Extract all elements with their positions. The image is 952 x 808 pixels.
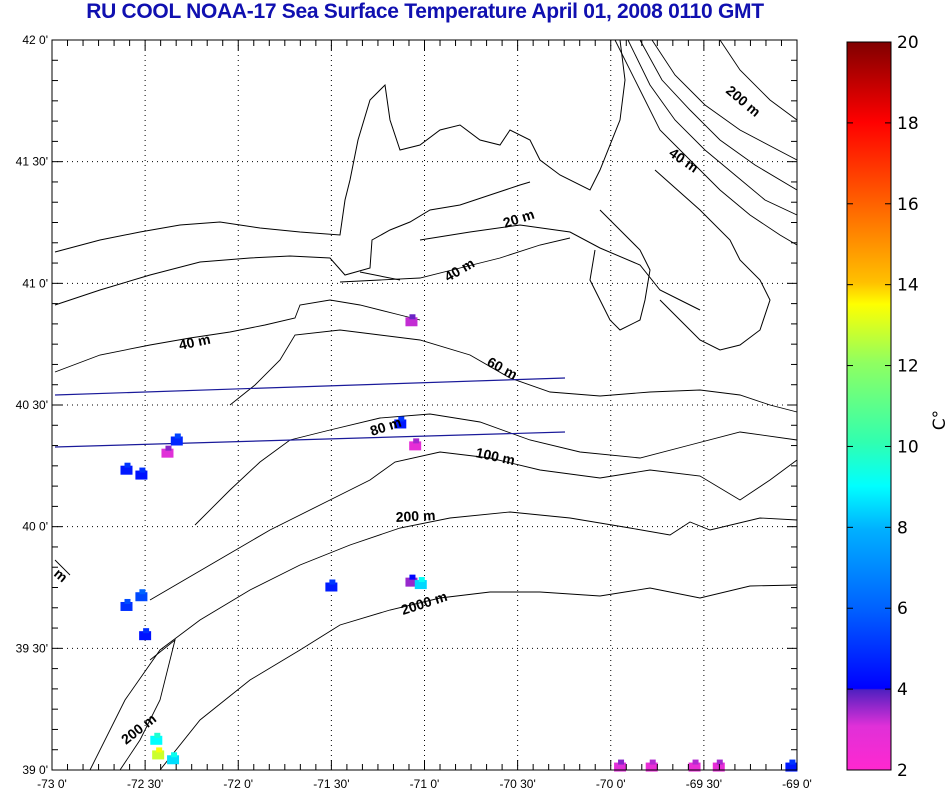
colorbar-tick-label: 20	[897, 33, 919, 53]
colorbar-tick-label: 16	[897, 195, 919, 215]
colorbar-tick-label: 14	[897, 276, 919, 296]
contour-40m-mid	[339, 237, 571, 283]
sst-pixel-cluster	[171, 752, 178, 758]
contour-label: 2000 m	[399, 588, 449, 618]
lon-tick-label: -72 0'	[223, 777, 253, 791]
map-title: RU COOL NOAA-17 Sea Surface Temperature …	[86, 0, 764, 23]
contour-200m	[89, 511, 798, 771]
lon-tick-label: -72 30'	[127, 777, 163, 791]
sst-pixel-cluster	[150, 735, 163, 745]
colorbar-unit-label: C°	[930, 410, 950, 430]
contour-80m	[194, 413, 798, 526]
sst-pixel-cluster	[170, 436, 183, 446]
sst-pixel-cluster	[649, 759, 656, 765]
sst-pixel-cluster	[405, 317, 418, 327]
sst-pixel-cluster	[139, 467, 146, 473]
sst-pixel-cluster	[120, 465, 133, 475]
sst-pixel-cluster	[135, 470, 148, 480]
sst-pixel-cluster	[712, 762, 725, 772]
lon-tick-label: -69 30'	[686, 777, 722, 791]
sst-pixel-cluster	[139, 589, 146, 595]
contour-label: 20 m	[501, 206, 536, 231]
lon-tick-label: -71 0'	[410, 777, 440, 791]
sst-pixel-cluster	[161, 448, 174, 458]
sst-pixel-cluster	[645, 762, 658, 772]
contour-label: 100 m	[474, 444, 516, 468]
colorbar-tick-label: 10	[897, 437, 919, 457]
sst-pixel-cluster	[785, 762, 798, 772]
contour-label: 60 m	[485, 354, 521, 383]
lat-tick-label: 41 0'	[22, 276, 48, 290]
contour-labels: 200 m 40 m 20 m 40 m 40 m 60 m 80 m 100 …	[51, 82, 764, 747]
coastline	[54, 39, 771, 351]
sst-pixel-cluster	[688, 762, 701, 772]
sst-pixel-cluster	[124, 462, 131, 468]
colorbar-ticks: 20 18 16 14 12 10 8 6 4 2	[847, 33, 919, 781]
contour-2000m	[159, 584, 798, 771]
sst-pixel-cluster	[409, 441, 422, 451]
sst-pixel-cluster	[409, 314, 416, 320]
contour-200m-ne	[614, 39, 798, 246]
sst-pixel-cluster	[413, 438, 420, 444]
sst-pixel-cluster	[139, 631, 152, 641]
colorbar-tick-label: 8	[897, 518, 908, 538]
lon-tick-label: -71 30'	[313, 777, 349, 791]
colorbar-tick-label: 12	[897, 357, 919, 377]
sst-pixel-cluster	[618, 759, 625, 765]
sst-pixel-cluster	[398, 416, 405, 422]
sst-pixel-cluster	[120, 601, 133, 611]
sst-pixel-cluster	[154, 732, 161, 738]
sst-pixel-cluster	[135, 592, 148, 602]
sst-pixel-cluster	[405, 577, 418, 587]
contour-40m-west	[54, 299, 421, 373]
sst-patches	[120, 314, 798, 772]
sst-pixel-cluster	[409, 574, 416, 580]
transect-lines	[54, 377, 566, 448]
contour-label: 200 m	[395, 507, 435, 525]
contour-label: 40 m	[666, 144, 701, 175]
colorbar	[846, 41, 892, 771]
sst-pixel-cluster	[692, 759, 699, 765]
contour-label: 80 m	[368, 414, 403, 439]
lon-tick-label: -70 0'	[596, 777, 626, 791]
lat-tick-label: 40 30'	[16, 398, 48, 412]
colorbar-tick-label: 6	[897, 599, 908, 619]
sst-pixel-cluster	[789, 759, 796, 765]
bathymetry-contours	[54, 39, 798, 771]
sst-pixel-cluster	[174, 433, 181, 439]
contour-label: 40 m	[177, 331, 212, 353]
sst-pixel-cluster	[414, 580, 427, 590]
lat-tick-label: 42 0'	[22, 33, 48, 47]
lat-tick-label: 41 30'	[16, 155, 48, 169]
lon-tick-label: -69 0'	[782, 777, 812, 791]
colorbar-tick-label: 2	[897, 761, 908, 781]
contour-label: m	[51, 565, 71, 585]
sst-pixel-cluster	[418, 577, 425, 583]
sst-pixel-cluster	[152, 750, 165, 760]
sst-pixel-cluster	[329, 579, 336, 585]
graticule	[52, 40, 797, 770]
lat-tick-label: 40 0'	[22, 520, 48, 534]
sst-pixel-cluster	[325, 582, 338, 592]
lat-tick-label: 39 0'	[22, 763, 48, 777]
axis-labels: 42 0'41 30'41 0'40 30'40 0'39 30'39 0'-7…	[16, 33, 812, 791]
contour-60m	[229, 329, 798, 413]
sst-pixel-cluster	[143, 628, 150, 634]
colorbar-tick-label: 18	[897, 114, 919, 134]
colorbar-tick-label: 4	[897, 680, 908, 700]
contour-100m	[149, 451, 798, 601]
sst-pixel-cluster	[124, 598, 131, 604]
sst-pixel-cluster	[167, 755, 180, 765]
sst-pixel-cluster	[716, 759, 723, 765]
lon-tick-label: -73 0'	[37, 777, 67, 791]
sst-pixel-cluster	[394, 419, 407, 429]
sst-pixel-cluster	[614, 762, 627, 772]
sst-pixel-cluster	[165, 445, 172, 451]
contour-label: 40 m	[442, 255, 478, 285]
lon-tick-label: -70 30'	[499, 777, 535, 791]
sst-pixel-cluster	[156, 747, 163, 753]
lat-tick-label: 39 30'	[16, 641, 48, 655]
